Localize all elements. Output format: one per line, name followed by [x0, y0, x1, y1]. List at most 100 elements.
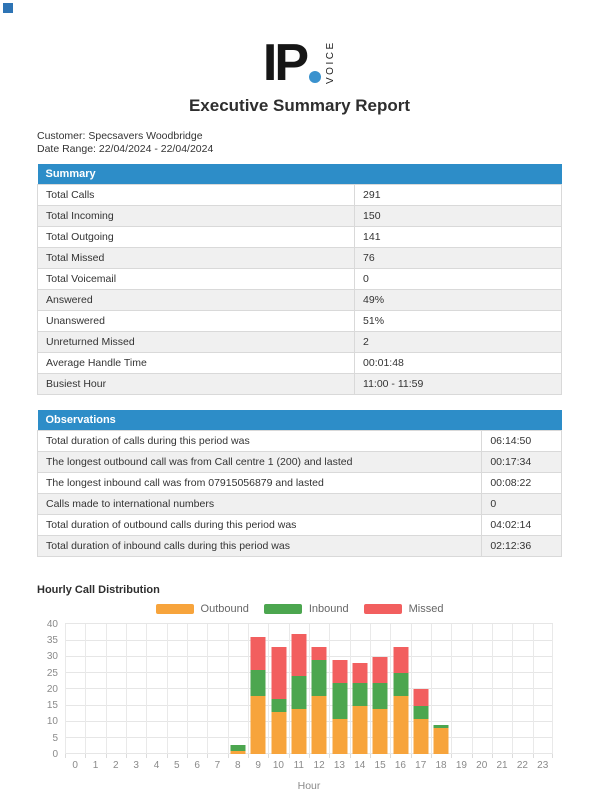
observations-table-header: Observations [37, 410, 562, 431]
row-label: Total duration of outbound calls during … [36, 514, 483, 537]
inbound-segment [291, 676, 307, 709]
y-tick-label: 35 [46, 635, 58, 646]
missed-swatch [363, 604, 402, 615]
row-value: 11:00 - 11:59 [354, 373, 562, 396]
x-tick-label: 23 [537, 760, 549, 772]
bar-hour-17 [413, 689, 429, 755]
outbound-segment [352, 705, 368, 755]
x-tick-label: 6 [194, 760, 200, 772]
inbound-segment [393, 673, 408, 696]
logo-vertical-text: VOICE [325, 40, 337, 84]
x-tick-label: 4 [153, 760, 160, 772]
row-label: Busiest Hour [36, 373, 356, 396]
y-tick-label: 10 [46, 716, 58, 728]
corner-blue-square [3, 3, 13, 13]
table-row: Total duration of inbound calls during t… [36, 535, 562, 558]
y-tick-label: 25 [46, 667, 58, 679]
legend-label: Missed [408, 603, 444, 616]
table-row: Total Calls 291 [36, 184, 562, 207]
outbound-segment [332, 718, 347, 755]
logo-dot [309, 71, 322, 83]
missed-segment [393, 647, 408, 673]
customer-line: Customer: Specsavers Woodbridge [37, 130, 203, 142]
row-label: Total Incoming [36, 205, 356, 228]
summary-table-header: Summary [37, 164, 562, 185]
missed-segment [413, 689, 429, 706]
row-value: 00:08:22 [481, 472, 562, 495]
table-row: Unanswered 51% [36, 310, 562, 333]
bar-hour-14 [352, 663, 368, 755]
summary-table: Summary Total Calls 291 Total Incoming 150 T… [36, 164, 562, 396]
x-tick-label: 7 [214, 760, 221, 772]
row-label: Total Outgoing [36, 226, 356, 249]
x-tick-label: 15 [374, 760, 386, 772]
table-row: The longest outbound call was from Call … [36, 451, 562, 474]
x-tick-label: 20 [476, 760, 488, 772]
x-tick-label: 21 [496, 760, 508, 772]
legend-item-inbound: Inbound [263, 603, 349, 615]
table-row: Total Outgoing 141 [36, 226, 562, 249]
y-tick-label: 15 [46, 700, 58, 711]
inbound-segment [352, 682, 368, 706]
row-value: 2 [354, 331, 562, 354]
row-value: 0 [481, 493, 562, 516]
row-value: 02:12:36 [481, 535, 562, 558]
outbound-segment [230, 751, 246, 755]
table-row: Total Incoming 150 [36, 205, 562, 228]
row-label: Unreturned Missed [36, 331, 356, 354]
row-value: 150 [354, 205, 562, 228]
y-tick-label: 20 [46, 683, 58, 695]
x-tick-label: 2 [113, 760, 119, 772]
x-tick-label: 18 [435, 760, 447, 772]
missed-segment [311, 647, 327, 660]
bar-hour-12 [311, 647, 327, 755]
outbound-segment [291, 708, 307, 755]
bar-hour-10 [271, 647, 286, 755]
row-value: 49% [354, 289, 562, 312]
row-label: Unanswered [36, 310, 356, 333]
row-value: 0 [354, 268, 562, 291]
table-row: Total Missed 76 [36, 247, 562, 270]
bar-hour-16 [393, 647, 408, 755]
row-value: 76 [354, 247, 562, 270]
row-value: 00:17:34 [481, 451, 562, 474]
x-axis-title: Hour [297, 780, 321, 793]
row-label: Total duration of calls during this peri… [36, 430, 483, 453]
missed-segment [271, 647, 286, 699]
x-tick-label: 0 [72, 760, 78, 772]
bar-hour-18 [433, 725, 449, 755]
missed-segment [352, 663, 368, 683]
inbound-segment [230, 744, 246, 751]
row-value: 00:01:48 [354, 352, 562, 375]
bar-hour-11 [291, 634, 307, 755]
outbound-segment [372, 708, 388, 755]
report-page: IP VOICE Executive Summary Report Custom… [36, 22, 562, 792]
outbound-segment [393, 695, 408, 755]
chart-legend: Outbound Inbound Missed [37, 603, 562, 615]
logo: IP VOICE [37, 22, 562, 89]
bar-hour-15 [372, 656, 388, 755]
x-tick-label: 12 [313, 760, 325, 772]
page-title: Executive Summary Report [188, 96, 411, 115]
outbound-segment [433, 728, 449, 755]
x-tick-label: 11 [293, 760, 304, 772]
outbound-swatch [155, 604, 194, 615]
report-meta: Customer: Specsavers Woodbridge Date Ran… [37, 130, 562, 156]
bar-hour-9 [250, 637, 266, 755]
table-row: Total duration of calls during this peri… [36, 430, 562, 453]
hourly-call-distribution-chart: Hourly Call Distribution Outbound Inbound… [37, 584, 562, 792]
x-tick-label: 22 [516, 760, 528, 772]
chart-x-axis: 0 1 2 3 4 5 6 7 8 9 10 11 12 13 14 15 16 17 18 19 20 21 22 23 [65, 754, 553, 771]
row-label: Answered [36, 289, 356, 312]
bar-hour-8 [230, 744, 246, 755]
table-row: The longest inbound call was from 079150… [36, 472, 562, 495]
inbound-segment [413, 705, 429, 719]
date-range-line: Date Range: 22/04/2024 - 22/04/2024 [37, 143, 214, 156]
chart-plot-area: 0 5 10 15 20 25 30 35 40 [37, 619, 562, 760]
table-row: Total Voicemail 0 [36, 268, 562, 291]
y-tick-label: 5 [52, 732, 58, 744]
outbound-segment [413, 718, 429, 755]
x-tick-label: 9 [255, 760, 261, 772]
row-value: 51% [354, 310, 562, 333]
chart-plot [65, 623, 553, 759]
